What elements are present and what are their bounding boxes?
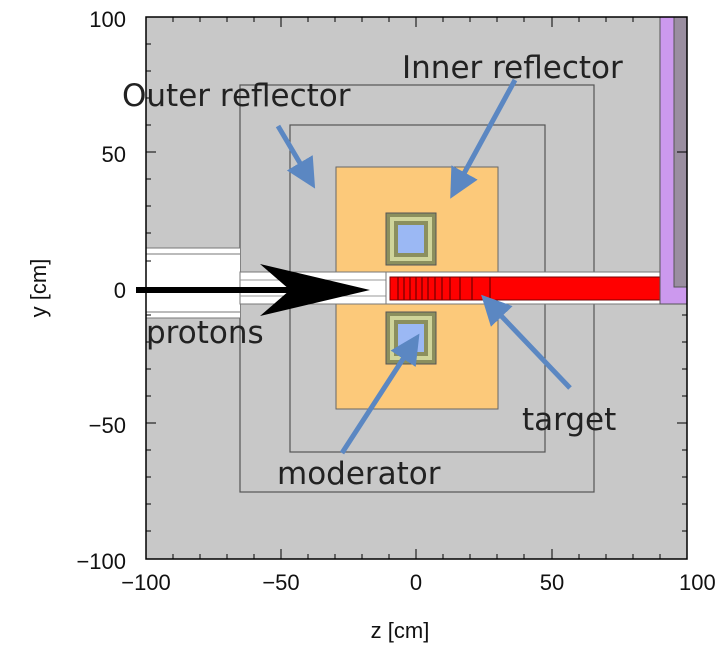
x-axis-title: z [cm] <box>371 618 430 643</box>
inner-reflector-label: Inner reflector <box>402 50 623 86</box>
x-tick-label: 100 <box>679 570 716 595</box>
plot-area <box>136 16 688 560</box>
moderator-label: moderator <box>277 456 441 492</box>
y-tick-label: −100 <box>76 549 126 574</box>
inner-reflector-pointer <box>450 78 518 199</box>
y-tick-label: 50 <box>102 142 126 167</box>
annotation-labels: Outer reflector Inner reflector protons … <box>122 50 623 492</box>
y-tick-label: −50 <box>89 413 126 438</box>
y-tick-label: 0 <box>114 278 126 303</box>
x-tick-labels: −100 −50 0 50 100 <box>121 570 716 595</box>
target-pointer <box>481 294 572 390</box>
target <box>389 276 663 301</box>
shielding-block <box>659 16 688 305</box>
y-tick-label: 100 <box>89 7 126 32</box>
annotation-arrows <box>275 78 572 455</box>
outer-reflector-pointer <box>275 124 316 189</box>
y-tick-labels: 100 50 0 −50 −100 <box>76 7 126 574</box>
proton-beam-arrow <box>136 264 370 316</box>
moderator-upper <box>385 212 437 266</box>
target-assembly <box>385 271 663 305</box>
target-label: target <box>522 402 616 438</box>
target-segments <box>397 277 491 300</box>
protons-label: protons <box>146 315 264 351</box>
y-axis-title: y [cm] <box>26 259 51 318</box>
axis-ticks <box>145 16 688 560</box>
x-tick-label: 0 <box>410 570 422 595</box>
x-tick-label: −100 <box>121 570 171 595</box>
moderator-pointer <box>339 333 420 455</box>
moderator-lower <box>385 311 437 365</box>
x-tick-label: 50 <box>540 570 564 595</box>
outer-reflector-label: Outer reflector <box>122 78 351 114</box>
x-tick-label: −50 <box>262 570 299 595</box>
